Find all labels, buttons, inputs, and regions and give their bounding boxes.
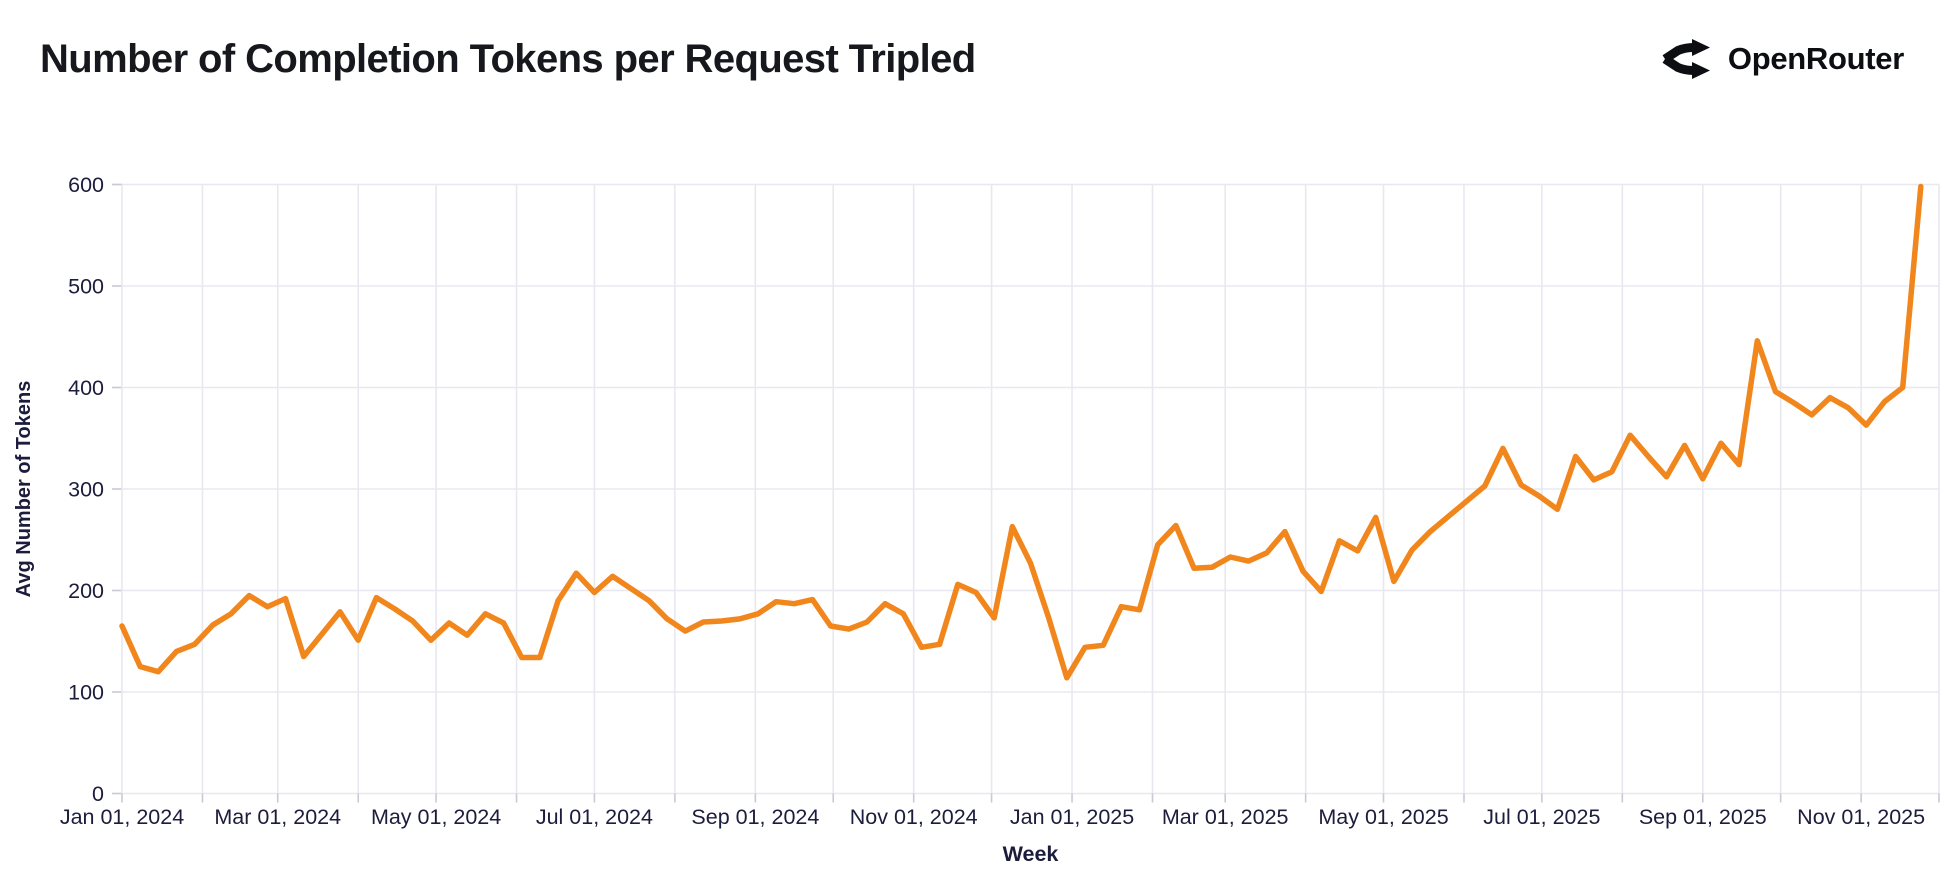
openrouter-fork-arrows-icon <box>1662 39 1710 79</box>
x-tick-label: Jul 01, 2024 <box>536 805 653 829</box>
x-tick-label: Jan 01, 2025 <box>1010 805 1134 829</box>
openrouter-logo: OpenRouter <box>1661 37 1904 81</box>
page-title: Number of Completion Tokens per Request … <box>40 36 976 81</box>
x-tick-label: May 01, 2025 <box>1318 805 1448 829</box>
x-axis-title: Week <box>1003 842 1059 866</box>
y-tick-label: 200 <box>68 579 104 603</box>
y-tick-label: 0 <box>92 782 104 806</box>
x-tick-label: May 01, 2024 <box>371 805 501 829</box>
series-line <box>119 183 1924 681</box>
y-tick-label: 600 <box>68 173 104 197</box>
y-axis-title: Avg Number of Tokens <box>13 381 35 598</box>
y-tick-label: 500 <box>68 275 104 299</box>
x-tick-label: Sep 01, 2025 <box>1639 805 1767 829</box>
y-tick-label: 100 <box>68 681 104 705</box>
x-tick-label: Mar 01, 2025 <box>1162 805 1289 829</box>
chart-header: Number of Completion Tokens per Request … <box>40 30 1904 88</box>
x-tick-label: Nov 01, 2024 <box>850 805 978 829</box>
openrouter-logo-text: OpenRouter <box>1727 41 1904 76</box>
x-tick-label: Nov 01, 2025 <box>1797 805 1925 829</box>
y-tick-label: 300 <box>68 478 104 502</box>
y-tick-label: 400 <box>68 376 104 400</box>
x-tick-label: Jul 01, 2025 <box>1483 805 1600 829</box>
y-grid-and-ticks: 0 100 200 300 400 500 600 <box>68 173 1939 806</box>
x-tick-label: Sep 01, 2024 <box>691 805 819 829</box>
x-grid-and-ticks: Jan 01, 2024 Mar 01, 2024 May 01, 2024 Jul … <box>60 184 1940 829</box>
x-tick-label: Mar 01, 2024 <box>214 805 341 829</box>
x-tick-label: Jan 01, 2024 <box>60 805 184 829</box>
